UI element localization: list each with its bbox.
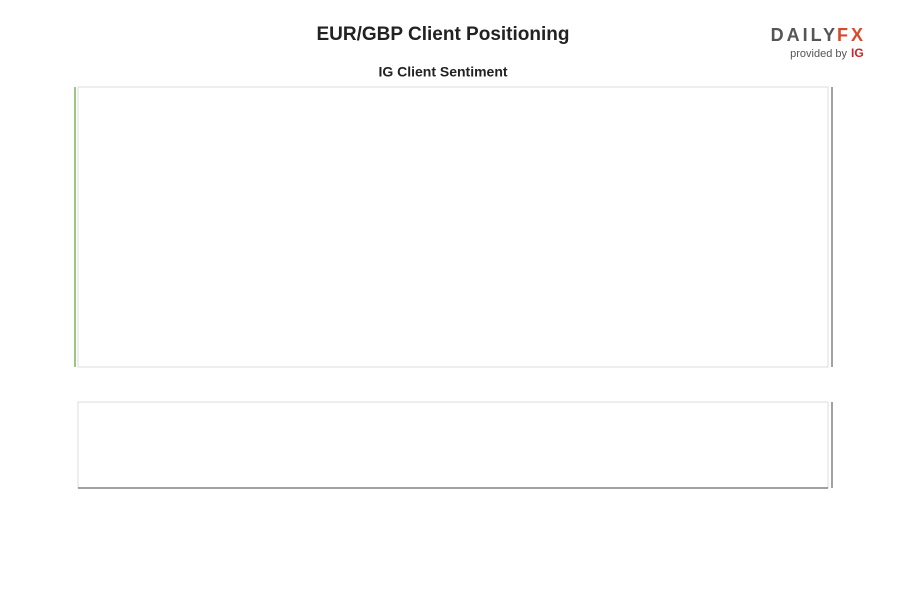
logo-provided-by: provided by [790,48,847,60]
logo-ig: IG [851,46,864,60]
chart-title: EUR/GBP Client Positioning [317,24,570,45]
chart-subtitle: IG Client Sentiment [378,64,507,80]
axes [74,86,833,489]
top-panel-frame [77,86,829,368]
logo-brand-accent: FX [837,25,866,45]
logo-brand: DAILY [771,25,838,45]
